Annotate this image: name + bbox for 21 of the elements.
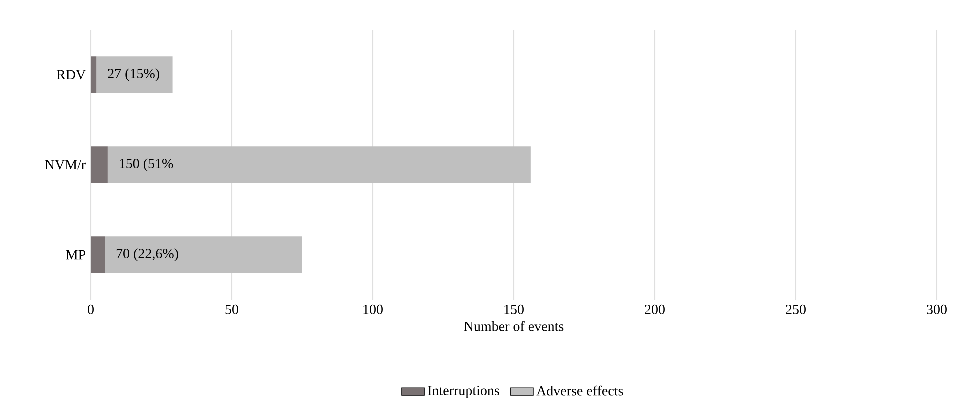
x-tick-label: 0	[88, 304, 94, 314]
data-label: 70 (22,6%)	[116, 248, 178, 262]
bar	[105, 236, 303, 274]
x-tick-label: 250	[786, 304, 806, 314]
legend-label: Adverse effects	[536, 386, 624, 396]
bar	[108, 146, 531, 184]
y-tick-label: MP	[66, 250, 86, 260]
bar	[91, 236, 106, 274]
x-axis-title: Number of events	[464, 321, 564, 332]
y-tick-label: RDV	[56, 70, 86, 80]
bar	[96, 56, 173, 94]
y-tick-label: NVM/r	[45, 160, 86, 170]
legend-label: Interruptions	[428, 386, 500, 398]
x-tick-label: 50	[226, 304, 238, 314]
x-tick-label: 100	[364, 304, 383, 314]
bar	[91, 146, 108, 184]
x-tick-label: 200	[645, 304, 665, 314]
data-label: 27 (15%)	[108, 68, 160, 82]
x-tick-label: 300	[927, 304, 947, 314]
x-tick-label: 150	[504, 304, 524, 314]
data-label: 150 (51%	[120, 158, 174, 172]
